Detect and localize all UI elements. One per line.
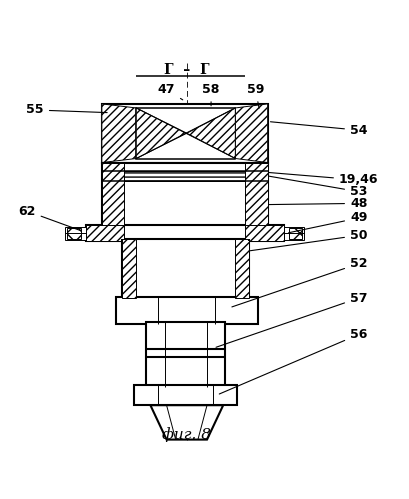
Text: 50: 50 bbox=[249, 229, 366, 250]
Text: Г  –  Г: Г – Г bbox=[164, 62, 209, 76]
Bar bbox=[134, 385, 237, 405]
Polygon shape bbox=[101, 104, 136, 163]
Text: 52: 52 bbox=[231, 257, 366, 307]
Bar bbox=[146, 322, 225, 387]
Bar bbox=[85, 225, 283, 242]
Text: 48: 48 bbox=[268, 197, 366, 210]
Polygon shape bbox=[235, 240, 249, 298]
Bar bbox=[67, 228, 81, 239]
Polygon shape bbox=[235, 104, 267, 163]
Text: 56: 56 bbox=[219, 328, 366, 394]
Text: 54: 54 bbox=[270, 122, 366, 137]
Polygon shape bbox=[245, 225, 283, 242]
Polygon shape bbox=[150, 405, 222, 440]
Text: 58: 58 bbox=[202, 83, 219, 106]
Bar bbox=[122, 240, 249, 298]
Polygon shape bbox=[122, 240, 136, 298]
Text: 57: 57 bbox=[216, 291, 366, 347]
Bar bbox=[283, 227, 303, 240]
Text: 59: 59 bbox=[246, 83, 263, 108]
Bar bbox=[288, 228, 301, 239]
Polygon shape bbox=[85, 225, 124, 242]
Text: 19,46: 19,46 bbox=[268, 173, 378, 187]
Text: 49: 49 bbox=[288, 212, 366, 233]
Bar bbox=[116, 297, 257, 324]
Bar bbox=[124, 171, 245, 181]
Text: 55: 55 bbox=[26, 103, 107, 116]
Text: фиг. 8: фиг. 8 bbox=[162, 427, 211, 442]
Polygon shape bbox=[187, 108, 235, 159]
Polygon shape bbox=[101, 163, 124, 227]
Bar bbox=[101, 163, 267, 227]
Polygon shape bbox=[245, 163, 267, 227]
Text: 53: 53 bbox=[268, 176, 366, 198]
Text: 47: 47 bbox=[157, 83, 182, 100]
Bar bbox=[101, 104, 267, 163]
Bar bbox=[136, 108, 235, 159]
Text: 62: 62 bbox=[18, 205, 81, 231]
Polygon shape bbox=[136, 108, 187, 159]
Bar bbox=[65, 227, 85, 240]
